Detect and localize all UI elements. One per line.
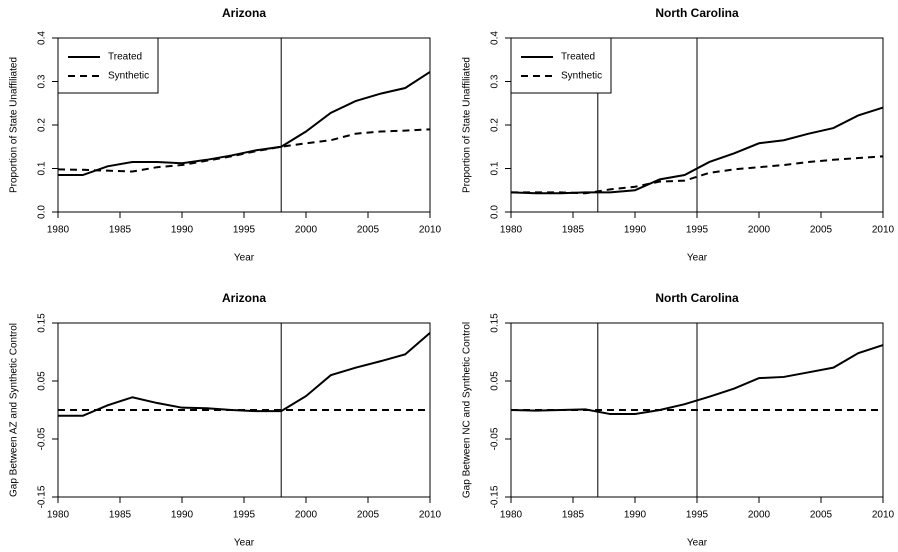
y-tick-label: 0.15 [490,313,501,333]
y-axis-label: Proportion of State Unaffiliated [9,57,20,193]
x-axis-label: Year [687,253,708,264]
y-tick-label: -0.05 [37,427,48,450]
chart-title: North Carolina [655,6,739,20]
series-line [58,71,431,177]
x-tick-label: 1985 [562,510,585,521]
x-tick-label: 1995 [686,510,709,521]
x-tick-label: 1990 [171,510,194,521]
x-tick-label: 1985 [562,225,585,236]
y-tick-label: -0.05 [490,427,501,450]
y-axis-label: Gap Between AZ and Synthetic Control [9,323,20,497]
x-tick-label: 2005 [810,225,833,236]
y-tick-label: 0.15 [37,313,48,333]
y-tick-label: 0.0 [37,205,48,219]
x-tick-label: 2010 [872,225,895,236]
x-tick-label: 1980 [47,510,70,521]
series-line [511,155,884,195]
y-tick-label: 0.1 [490,161,501,175]
x-tick-label: 1990 [624,225,647,236]
x-tick-label: 1995 [686,225,709,236]
y-tick-label: -0.15 [490,485,501,508]
x-tick-label: 1995 [233,510,256,521]
gap-line [510,344,884,416]
y-tick-label: 0.4 [37,31,48,45]
x-tick-label: 2000 [748,225,771,236]
x-tick-label: 2005 [810,510,833,521]
gap-line [58,332,431,417]
x-tick-label: 1985 [109,510,132,521]
x-tick-label: 2005 [357,225,380,236]
x-tick-label: 1990 [171,225,194,236]
y-tick-label: 0.05 [37,371,48,391]
y-axis-label: Gap Between NC and Synthetic Control [462,322,473,498]
legend-label: Synthetic [561,71,602,82]
legend-box [510,37,612,94]
y-tick-label: 0.2 [37,118,48,132]
legend-label: Treated [108,52,142,63]
x-axis-label: Year [234,538,255,549]
x-tick-label: 2010 [419,510,442,521]
x-tick-label: 1985 [109,225,132,236]
x-tick-label: 1990 [624,510,647,521]
y-axis-label: Proportion of State Unaffiliated [462,57,473,193]
y-tick-label: 0.05 [490,371,501,391]
x-tick-label: 2010 [872,510,895,521]
chart-title: North Carolina [655,291,739,305]
x-axis-label: Year [234,253,255,264]
series-line [57,128,431,173]
x-tick-label: 2000 [295,225,318,236]
x-tick-label: 2005 [357,510,380,521]
y-tick-label: -0.15 [37,485,48,508]
x-tick-label: 2000 [748,510,771,521]
chart-title: Arizona [222,291,266,305]
legend-label: Synthetic [108,71,149,82]
y-tick-label: 0.1 [37,161,48,175]
x-tick-label: 1980 [500,225,523,236]
x-tick-label: 2000 [295,510,318,521]
x-axis-label: Year [687,538,708,549]
chart-title: Arizona [222,6,266,20]
x-tick-label: 1980 [500,510,523,521]
legend-box [57,37,159,94]
x-tick-label: 2010 [419,225,442,236]
y-tick-label: 0.2 [490,118,501,132]
x-tick-label: 1995 [233,225,256,236]
x-tick-label: 1980 [47,225,70,236]
y-tick-label: 0.0 [490,205,501,219]
y-tick-label: 0.4 [490,31,501,45]
y-tick-label: 0.3 [37,74,48,88]
legend-label: Treated [561,52,595,63]
y-tick-label: 0.3 [490,74,501,88]
